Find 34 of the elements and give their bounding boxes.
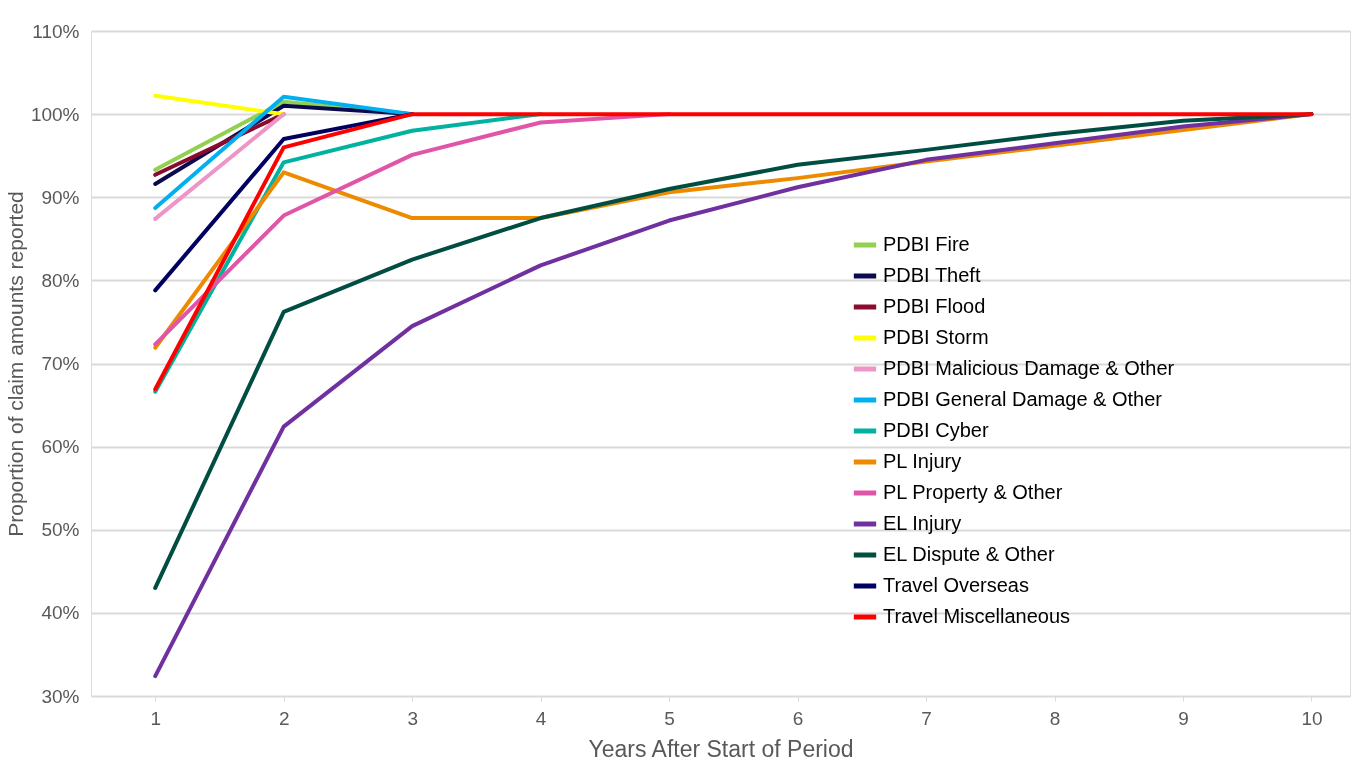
x-tick-label: 3 — [407, 707, 418, 729]
x-tick-label: 6 — [792, 707, 804, 729]
legend-label: PL Property & Other — [883, 481, 1063, 503]
y-tick-label: 80% — [41, 269, 80, 291]
legend-label: Travel Miscellaneous — [883, 605, 1071, 627]
y-tick-label: 70% — [41, 353, 80, 374]
y-tick-label: 60% — [41, 436, 80, 458]
x-tick-label: 10 — [1301, 707, 1323, 729]
y-axis-title: Proportion of claim amounts reported — [3, 191, 27, 537]
legend-label: PDBI Theft — [883, 264, 981, 286]
x-tick-label: 9 — [1178, 707, 1189, 729]
legend-label: PL Injury — [883, 450, 962, 472]
legend-label: EL Injury — [883, 512, 962, 534]
y-tick-label: 110% — [32, 20, 80, 42]
legend-label: PDBI Flood — [883, 295, 986, 317]
y-tick-label: 30% — [41, 685, 80, 707]
x-tick-label: 8 — [1049, 707, 1061, 729]
legend-label: PDBI Malicious Damage & Other — [883, 357, 1175, 379]
legend-label: PDBI General Damage & Other — [883, 388, 1163, 410]
legend-label: PDBI Fire — [883, 233, 970, 255]
x-tick-label: 2 — [278, 707, 290, 729]
x-tick-label: 7 — [921, 707, 932, 729]
x-axis-title: Years After Start of Period — [588, 735, 854, 762]
y-tick-label: 90% — [41, 186, 80, 208]
legend-label: PDBI Storm — [883, 326, 989, 348]
y-tick-label: 40% — [41, 602, 80, 624]
x-tick-label: 4 — [535, 707, 547, 729]
x-tick-label: 1 — [150, 707, 162, 729]
x-tick-label: 5 — [664, 707, 675, 729]
legend-label: PDBI Cyber — [883, 419, 989, 441]
y-tick-label: 50% — [41, 519, 80, 541]
legend-label: EL Dispute & Other — [883, 543, 1055, 565]
legend-label: Travel Overseas — [883, 574, 1029, 596]
y-tick-label: 100% — [30, 103, 80, 125]
